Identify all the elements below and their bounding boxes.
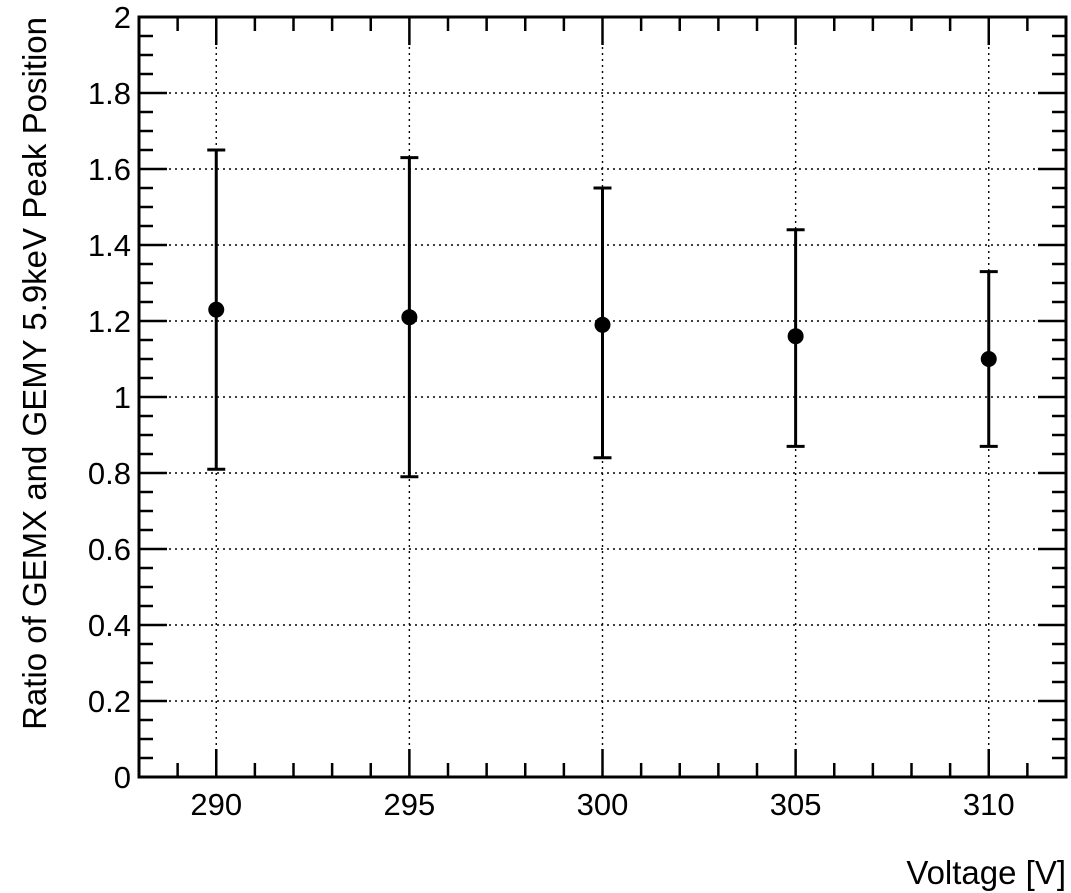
- y-tick-label: 0.2: [88, 684, 131, 719]
- x-tick-label: 295: [384, 787, 436, 822]
- data-point-group: [786, 228, 805, 448]
- data-point: [787, 328, 804, 345]
- x-axis-title: Voltage [V]: [906, 854, 1066, 891]
- x-tick-label: 290: [190, 787, 242, 822]
- y-tick-label: 0.6: [88, 532, 131, 567]
- x-tick-label: 310: [963, 787, 1015, 822]
- data-point: [401, 309, 418, 326]
- data-series: [207, 148, 998, 479]
- y-tick-label: 0.4: [88, 608, 131, 643]
- data-point-group: [207, 148, 226, 471]
- data-point-group: [593, 186, 612, 460]
- y-tick-label: 1.2: [88, 304, 131, 339]
- y-axis-title: Ratio of GEMX and GEMY 5.9keV Peak Posit…: [16, 17, 53, 730]
- y-tick-label: 1.8: [88, 76, 131, 111]
- x-tick-labels: 290 295 300 305 310: [190, 787, 1014, 822]
- y-tick-label: 2: [114, 0, 131, 35]
- y-tick-label: 1.6: [88, 152, 131, 187]
- data-point-group: [979, 270, 998, 448]
- x-tick-label: 300: [577, 787, 629, 822]
- y-tick-label: 1: [114, 380, 131, 415]
- data-point: [208, 301, 225, 318]
- plot-frame: [137, 15, 1068, 779]
- y-tick-label: 1.4: [88, 228, 131, 263]
- data-point: [594, 316, 611, 333]
- data-point: [980, 351, 997, 367]
- y-tick-labels: 0 0.2 0.4 0.6 0.8 1 1.2 1.4 1.6 1.8 2: [88, 0, 131, 795]
- y-tick-label: 0.8: [88, 456, 131, 491]
- data-point-group: [400, 156, 419, 479]
- x-tick-label: 305: [770, 787, 822, 822]
- y-tick-label: 0: [114, 760, 131, 795]
